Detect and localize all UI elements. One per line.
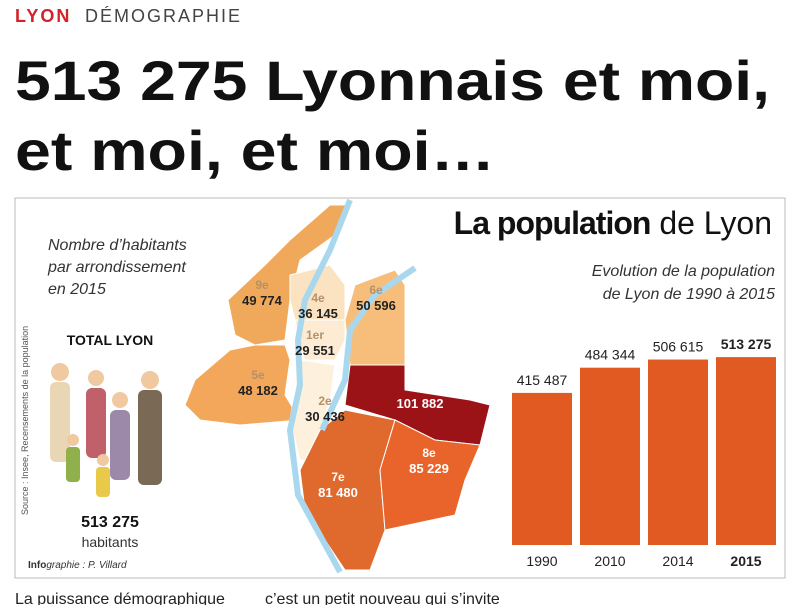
chart-title: de Lyon de 1990 à 2015 [603, 286, 775, 303]
headline: et moi, et moi… [15, 119, 495, 182]
district-name: 3e [413, 381, 427, 395]
bar [716, 357, 776, 545]
bar [580, 367, 640, 545]
x-tick-label: 2014 [662, 553, 693, 569]
chart-title: Evolution de la population [592, 263, 775, 280]
map-caption: en 2015 [48, 281, 106, 298]
district-population: 29 551 [295, 343, 335, 358]
credit-rest: graphie : P. Villard [46, 560, 127, 571]
value-label: 484 344 [585, 347, 636, 363]
district-name: 6e [369, 283, 383, 297]
district-8 [379, 419, 481, 531]
bar [648, 359, 708, 545]
value-label: 513 275 [721, 336, 772, 352]
district-population: 49 774 [242, 293, 283, 308]
district-name: 7e [331, 470, 345, 484]
district-name: 5e [251, 368, 265, 382]
bar-chart: 415 487 1990 484 344 2010 506 615 2014 513 275… [512, 336, 776, 569]
district-name: 8e [422, 446, 436, 460]
body-text: La puissance démographique [15, 591, 225, 605]
headline: 513 275 Lyonnais et moi, [15, 49, 770, 112]
infographic-title: La population de Lyon [454, 205, 772, 241]
title-rest: de Lyon [650, 205, 772, 241]
x-tick-label: 1990 [526, 553, 557, 569]
total-unit: habitants [82, 534, 139, 550]
value-label: 415 487 [517, 372, 568, 388]
section: LYON [15, 6, 71, 26]
credit: Infographie : P. Villard [28, 560, 127, 571]
map-caption: par arrondissement [47, 259, 186, 276]
district-5 [184, 344, 301, 426]
district-name: 9e [255, 278, 269, 292]
total-value: 513 275 [81, 514, 139, 531]
district-population: 81 480 [318, 485, 358, 500]
rubric: DÉMOGRAPHIE [85, 6, 242, 26]
district-population: 30 436 [305, 409, 345, 424]
district-population: 101 882 [397, 396, 444, 411]
district-7 [299, 409, 396, 571]
credit-bold: Info [28, 560, 46, 571]
district-population: 85 229 [409, 461, 449, 476]
body-text: c’est un petit nouveau qui s’invite [265, 591, 500, 605]
title-bold: La population [454, 205, 651, 241]
river-rhone [319, 265, 417, 432]
x-tick-label: 2015 [730, 553, 761, 569]
map [184, 198, 491, 574]
source: Source : Insee, Recensements de la popul… [20, 326, 30, 515]
district-population: 50 596 [356, 298, 396, 313]
total-label: TOTAL LYON [67, 332, 154, 348]
value-label: 506 615 [653, 339, 704, 355]
district-population: 48 182 [238, 383, 278, 398]
river-saone [286, 198, 353, 574]
district-3 [344, 364, 491, 446]
bar [512, 392, 572, 545]
x-tick-label: 2010 [594, 553, 625, 569]
district-population: 36 145 [298, 306, 338, 321]
district-name: 1er [306, 328, 324, 342]
family-illustration [50, 363, 162, 497]
district-name: 2e [318, 394, 332, 408]
map-caption: Nombre d’habitants [48, 237, 187, 254]
district-name: 4e [311, 291, 325, 305]
